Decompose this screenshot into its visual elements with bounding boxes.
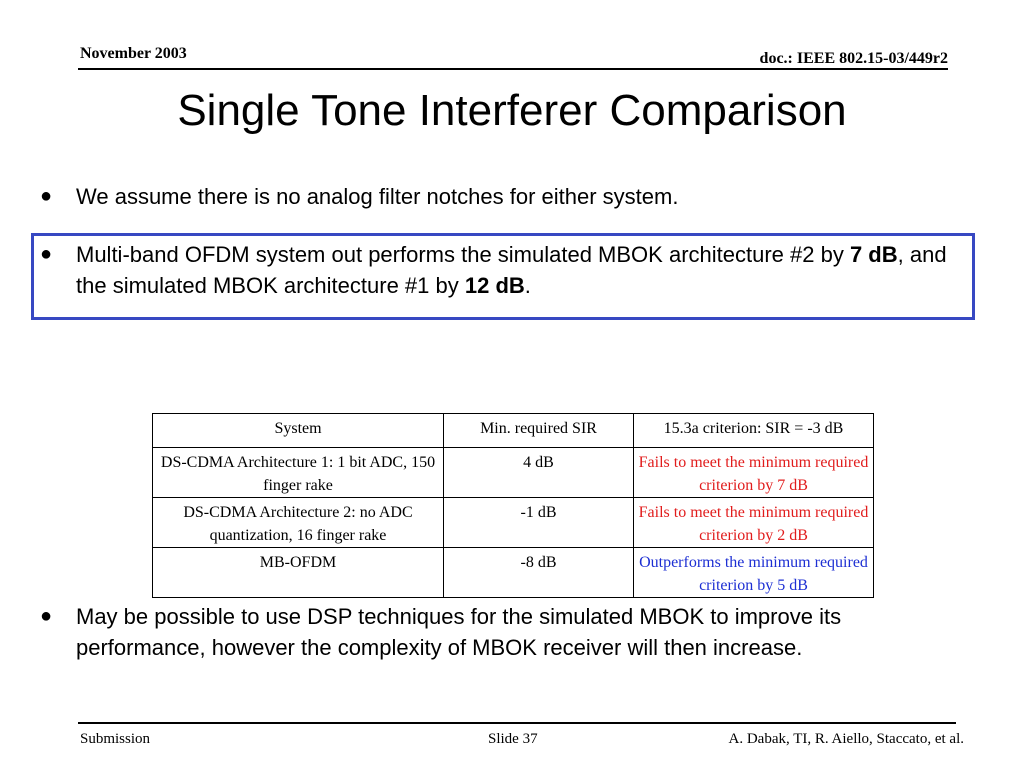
header-doc-id: doc.: IEEE 802.15-03/449r2 [759,50,948,67]
cell-min-sir: -1 dB [443,497,634,548]
table-row: DS-CDMA Architecture 2: no ADC quantizat… [152,497,874,548]
bullet-text-bold: 12 dB [464,273,525,298]
bullet-item: ● We assume there is no analog filter no… [40,181,1000,215]
header-date: November 2003 [80,45,187,62]
bullet-text: Multi-band OFDM system out performs the … [76,239,976,301]
comparison-table: System Min. required SIR 15.3a criterion… [152,413,874,598]
cell-criterion: Fails to meet the minimum required crite… [633,447,874,498]
cell-criterion: Fails to meet the minimum required crite… [633,497,874,548]
bullet-item: ● May be possible to use DSP techniques … [40,601,1000,671]
table-row: DS-CDMA Architecture 1: 1 bit ADC, 150 f… [152,447,874,498]
bullet-text-part: Multi-band OFDM system out performs the … [76,242,850,267]
cell-criterion: Outperforms the minimum required criteri… [633,547,874,598]
cell-min-sir: 4 dB [443,447,634,498]
header-divider [78,68,948,70]
slide-title: Single Tone Interferer Comparison [177,86,847,135]
bullet-text: May be possible to use DSP techniques fo… [76,604,842,660]
footer-slide-number: Slide 37 [488,731,538,747]
column-header-criterion: 15.3a criterion: SIR = -3 dB [633,413,874,448]
bullet-dot-icon: ● [40,243,53,265]
bullet-item-highlighted: ● Multi-band OFDM system out performs th… [40,239,1000,309]
bullet-text: We assume there is no analog filter notc… [76,184,679,209]
column-header-system: System [152,413,444,448]
cell-system: DS-CDMA Architecture 1: 1 bit ADC, 150 f… [152,447,444,498]
footer-authors: A. Dabak, TI, R. Aiello, Staccato, et al… [728,731,965,747]
highlight-box [31,233,975,320]
table-row: MB-OFDM -8 dB Outperforms the minimum re… [152,547,874,598]
cell-min-sir: -8 dB [443,547,634,598]
cell-system: DS-CDMA Architecture 2: no ADC quantizat… [152,497,444,548]
cell-system: MB-OFDM [152,547,444,598]
column-header-min-sir: Min. required SIR [443,413,634,448]
table-header-row: System Min. required SIR 15.3a criterion… [152,413,874,448]
bullet-dot-icon: ● [40,185,53,207]
bullet-text-part: , and the simulated MBOK architecture #1… [76,242,947,298]
bullet-text-bold: 7 dB [849,242,898,267]
footer-submission: Submission [80,731,151,747]
bullet-dot-icon: ● [40,605,53,627]
footer-divider [78,722,956,724]
bullet-text-part: . [524,273,531,298]
